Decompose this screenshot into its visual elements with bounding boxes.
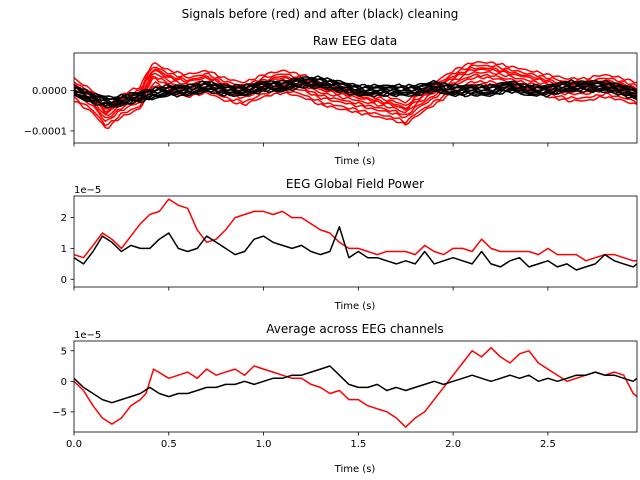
y-tick-label: 5 <box>61 346 67 357</box>
figure-suptitle: Signals before (red) and after (black) c… <box>182 7 459 21</box>
axes-frame <box>73 195 638 288</box>
series-line-before <box>74 198 637 262</box>
x-axis-label: Time (s) <box>334 156 376 167</box>
y-tick-label: 0 <box>61 377 67 388</box>
series-line-after-ch6 <box>74 75 637 99</box>
series-line-after-ch8 <box>74 77 637 101</box>
x-tick-label: 2.0 <box>445 439 461 450</box>
series-line-before-ch0 <box>74 68 637 115</box>
plot-area <box>74 198 637 271</box>
x-tick-label: 0.0 <box>66 439 82 450</box>
series-line-before <box>74 346 637 428</box>
series-line-after-ch9 <box>74 82 637 107</box>
panel-title: Average across EEG channels <box>266 322 443 336</box>
x-tick-label: 0.5 <box>161 439 177 450</box>
y-tick-label: 1 <box>61 244 67 255</box>
panel-title: EEG Global Field Power <box>286 177 424 191</box>
series-line-before-ch4 <box>74 70 637 117</box>
panel-raw-eeg: Raw EEG data 0.0000 −0.0001 Time (s) <box>24 34 638 167</box>
series-line-after <box>74 226 637 271</box>
x-tick-label: 2.5 <box>540 439 556 450</box>
plot-area <box>74 60 637 130</box>
x-tick-label: 1.0 <box>256 439 272 450</box>
offset-text: 1e−5 <box>74 185 101 196</box>
y-tick-label: 0.0000 <box>32 86 67 97</box>
offset-text: 1e−5 <box>74 330 101 341</box>
axes-frame <box>73 340 638 433</box>
x-axis-label: Time (s) <box>334 301 376 312</box>
series-line-after-ch7 <box>74 80 637 105</box>
y-tick-label: 0 <box>61 275 67 286</box>
series-line-after <box>74 365 637 404</box>
y-tick-label: 2 <box>61 213 67 224</box>
plot-area <box>74 346 637 428</box>
y-tick-label: −0.0001 <box>24 126 67 137</box>
x-axis-label: Time (s) <box>334 464 376 475</box>
x-tick-label: 1.5 <box>350 439 366 450</box>
panel-average: Average across EEG channels 1e−5 0.0 0.5 1… <box>52 322 638 475</box>
axes-frame <box>73 52 638 144</box>
axis-ticks: 0 1 2 <box>61 213 549 291</box>
panel-gfp: EEG Global Field Power 1e−5 0 1 2 Time (s) <box>61 177 638 312</box>
panel-title: Raw EEG data <box>313 34 397 48</box>
axis-ticks: 0.0 0.5 1.0 1.5 2.0 2.5 5 0 −5 <box>52 346 556 450</box>
axis-ticks: 0.0000 −0.0001 <box>24 86 549 147</box>
y-tick-label: −5 <box>52 407 67 418</box>
